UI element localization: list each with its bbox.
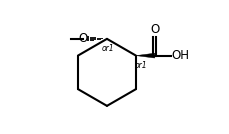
Text: or1: or1 bbox=[101, 44, 114, 53]
Text: O: O bbox=[150, 23, 159, 36]
Polygon shape bbox=[135, 53, 154, 58]
Text: or1: or1 bbox=[134, 61, 147, 70]
Text: OH: OH bbox=[171, 49, 188, 62]
Text: O: O bbox=[78, 32, 87, 45]
